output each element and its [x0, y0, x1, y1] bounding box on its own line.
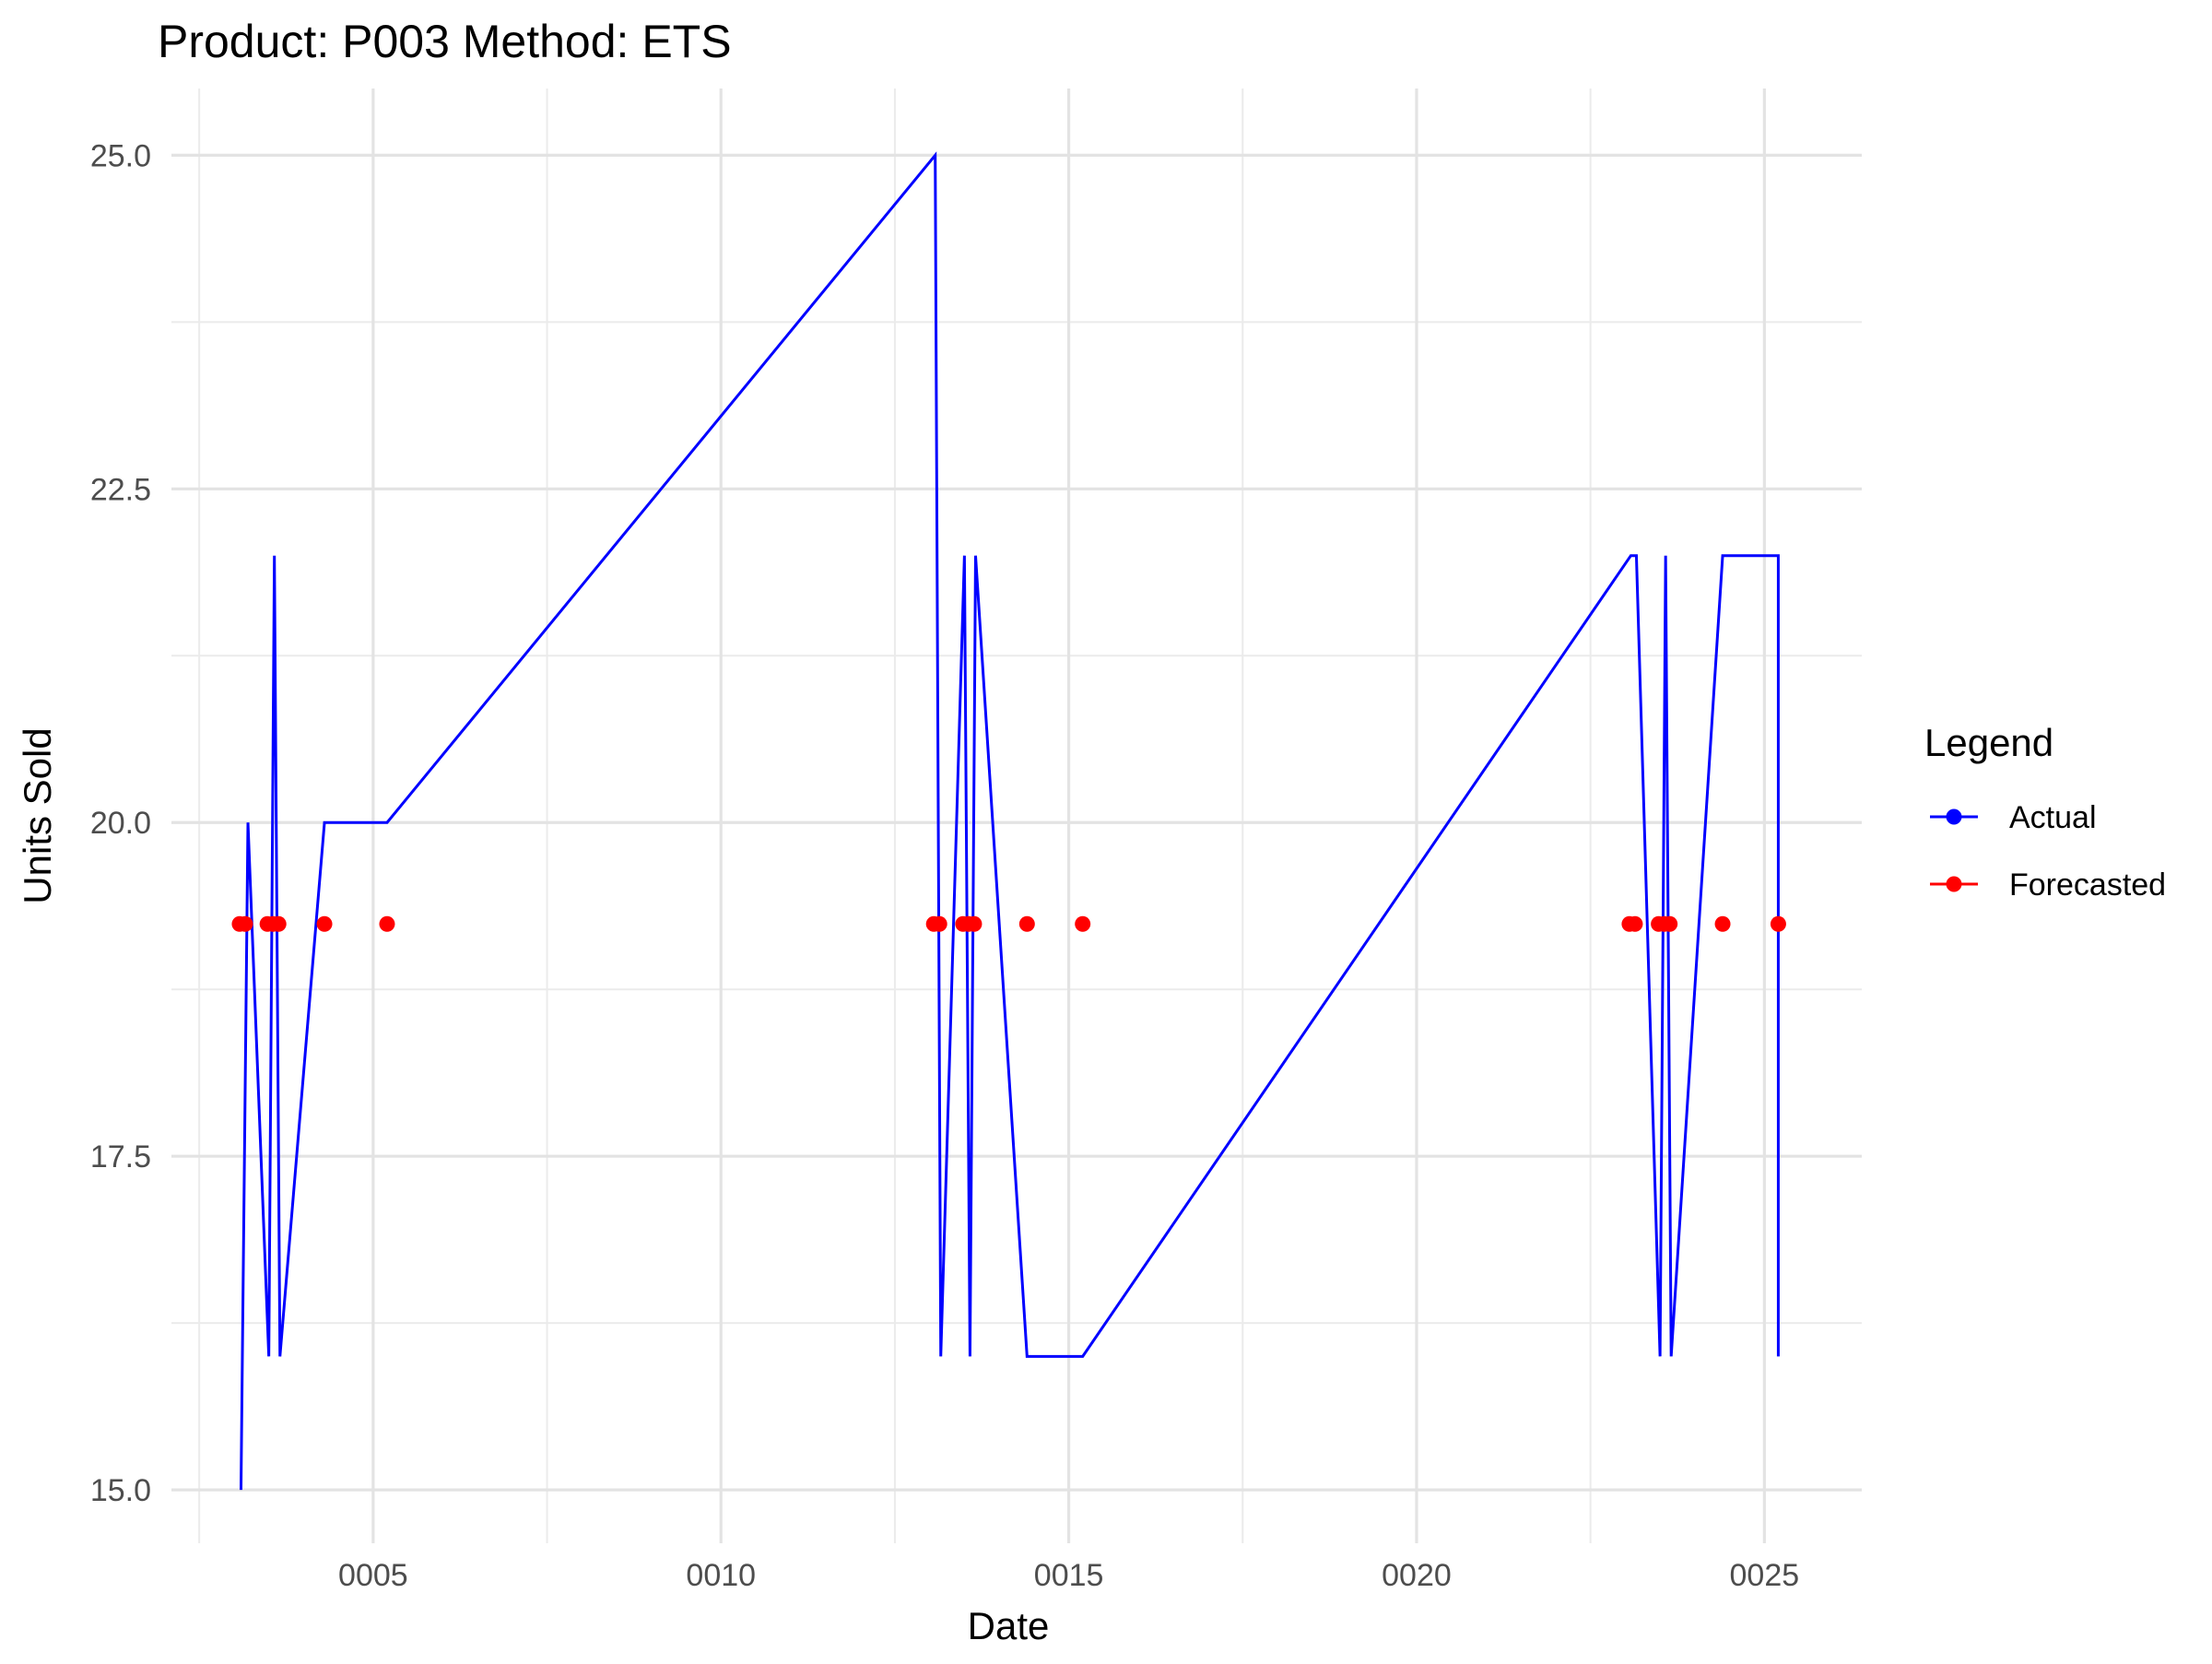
- series-point-forecasted: [1018, 915, 1035, 932]
- axis-layer: 0005 0010 0015 0020 0025 15.0 17.5 20.0 22.5 25.0: [90, 138, 1799, 1593]
- legend-key-point-actual: [1946, 808, 1962, 825]
- series-point-forecasted: [1714, 915, 1731, 932]
- y-tick-label: 15.0: [90, 1473, 151, 1508]
- series-layer: [231, 151, 1786, 1491]
- series-point-forecasted: [316, 915, 333, 932]
- series-point-forecasted: [1770, 915, 1786, 932]
- y-tick-label: 22.5: [90, 472, 151, 507]
- x-tick-label: 0005: [338, 1558, 408, 1593]
- legend-label-forecasted: Forecasted: [2009, 867, 2166, 903]
- legend-title: Legend: [1924, 721, 2053, 764]
- x-tick-label: 0020: [1382, 1558, 1452, 1593]
- legend: Legend Actual Forecasted: [1924, 721, 2166, 903]
- grid-layer: [171, 89, 1862, 1543]
- series-point-forecasted: [966, 915, 982, 932]
- series-point-forecasted: [1627, 915, 1643, 932]
- series-point-forecasted: [1075, 915, 1091, 932]
- y-tick-label: 20.0: [90, 806, 151, 841]
- y-tick-label: 25.0: [90, 138, 151, 173]
- series-point-forecasted: [1662, 915, 1678, 932]
- x-tick-label: 0015: [1034, 1558, 1104, 1593]
- series-point-forecasted: [379, 915, 395, 932]
- series-point-forecasted: [237, 915, 253, 932]
- y-tick-label: 17.5: [90, 1139, 151, 1174]
- y-axis-title: Units Sold: [16, 727, 59, 903]
- chart-title: Product: P003 Method: ETS: [158, 16, 732, 67]
- x-tick-label: 0010: [686, 1558, 756, 1593]
- plot-panel: [171, 89, 1862, 1543]
- legend-label-actual: Actual: [2009, 800, 2097, 835]
- series-line-actual: [239, 151, 1780, 1491]
- legend-items: Actual Forecasted: [1930, 800, 2166, 903]
- x-tick-label: 0025: [1730, 1558, 1800, 1593]
- series-point-forecasted: [270, 915, 287, 932]
- legend-key-point-forecasted: [1946, 876, 1962, 892]
- series-point-forecasted: [931, 915, 947, 932]
- x-axis-title: Date: [968, 1604, 1050, 1647]
